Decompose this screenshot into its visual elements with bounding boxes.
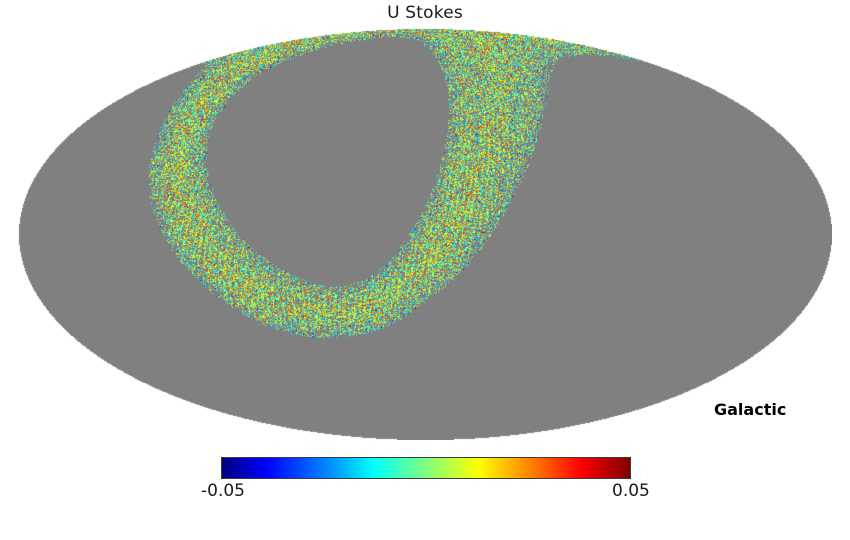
colorbar[interactable] — [221, 457, 631, 479]
colorbar-min-label: -0.05 — [201, 481, 245, 501]
colorbar-gradient — [221, 457, 631, 479]
mollweide-sky-map[interactable] — [18, 28, 832, 440]
page-title: U Stokes — [387, 3, 463, 23]
coordinate-system-label: Galactic — [714, 400, 787, 419]
colorbar-max-label: 0.05 — [612, 481, 650, 501]
